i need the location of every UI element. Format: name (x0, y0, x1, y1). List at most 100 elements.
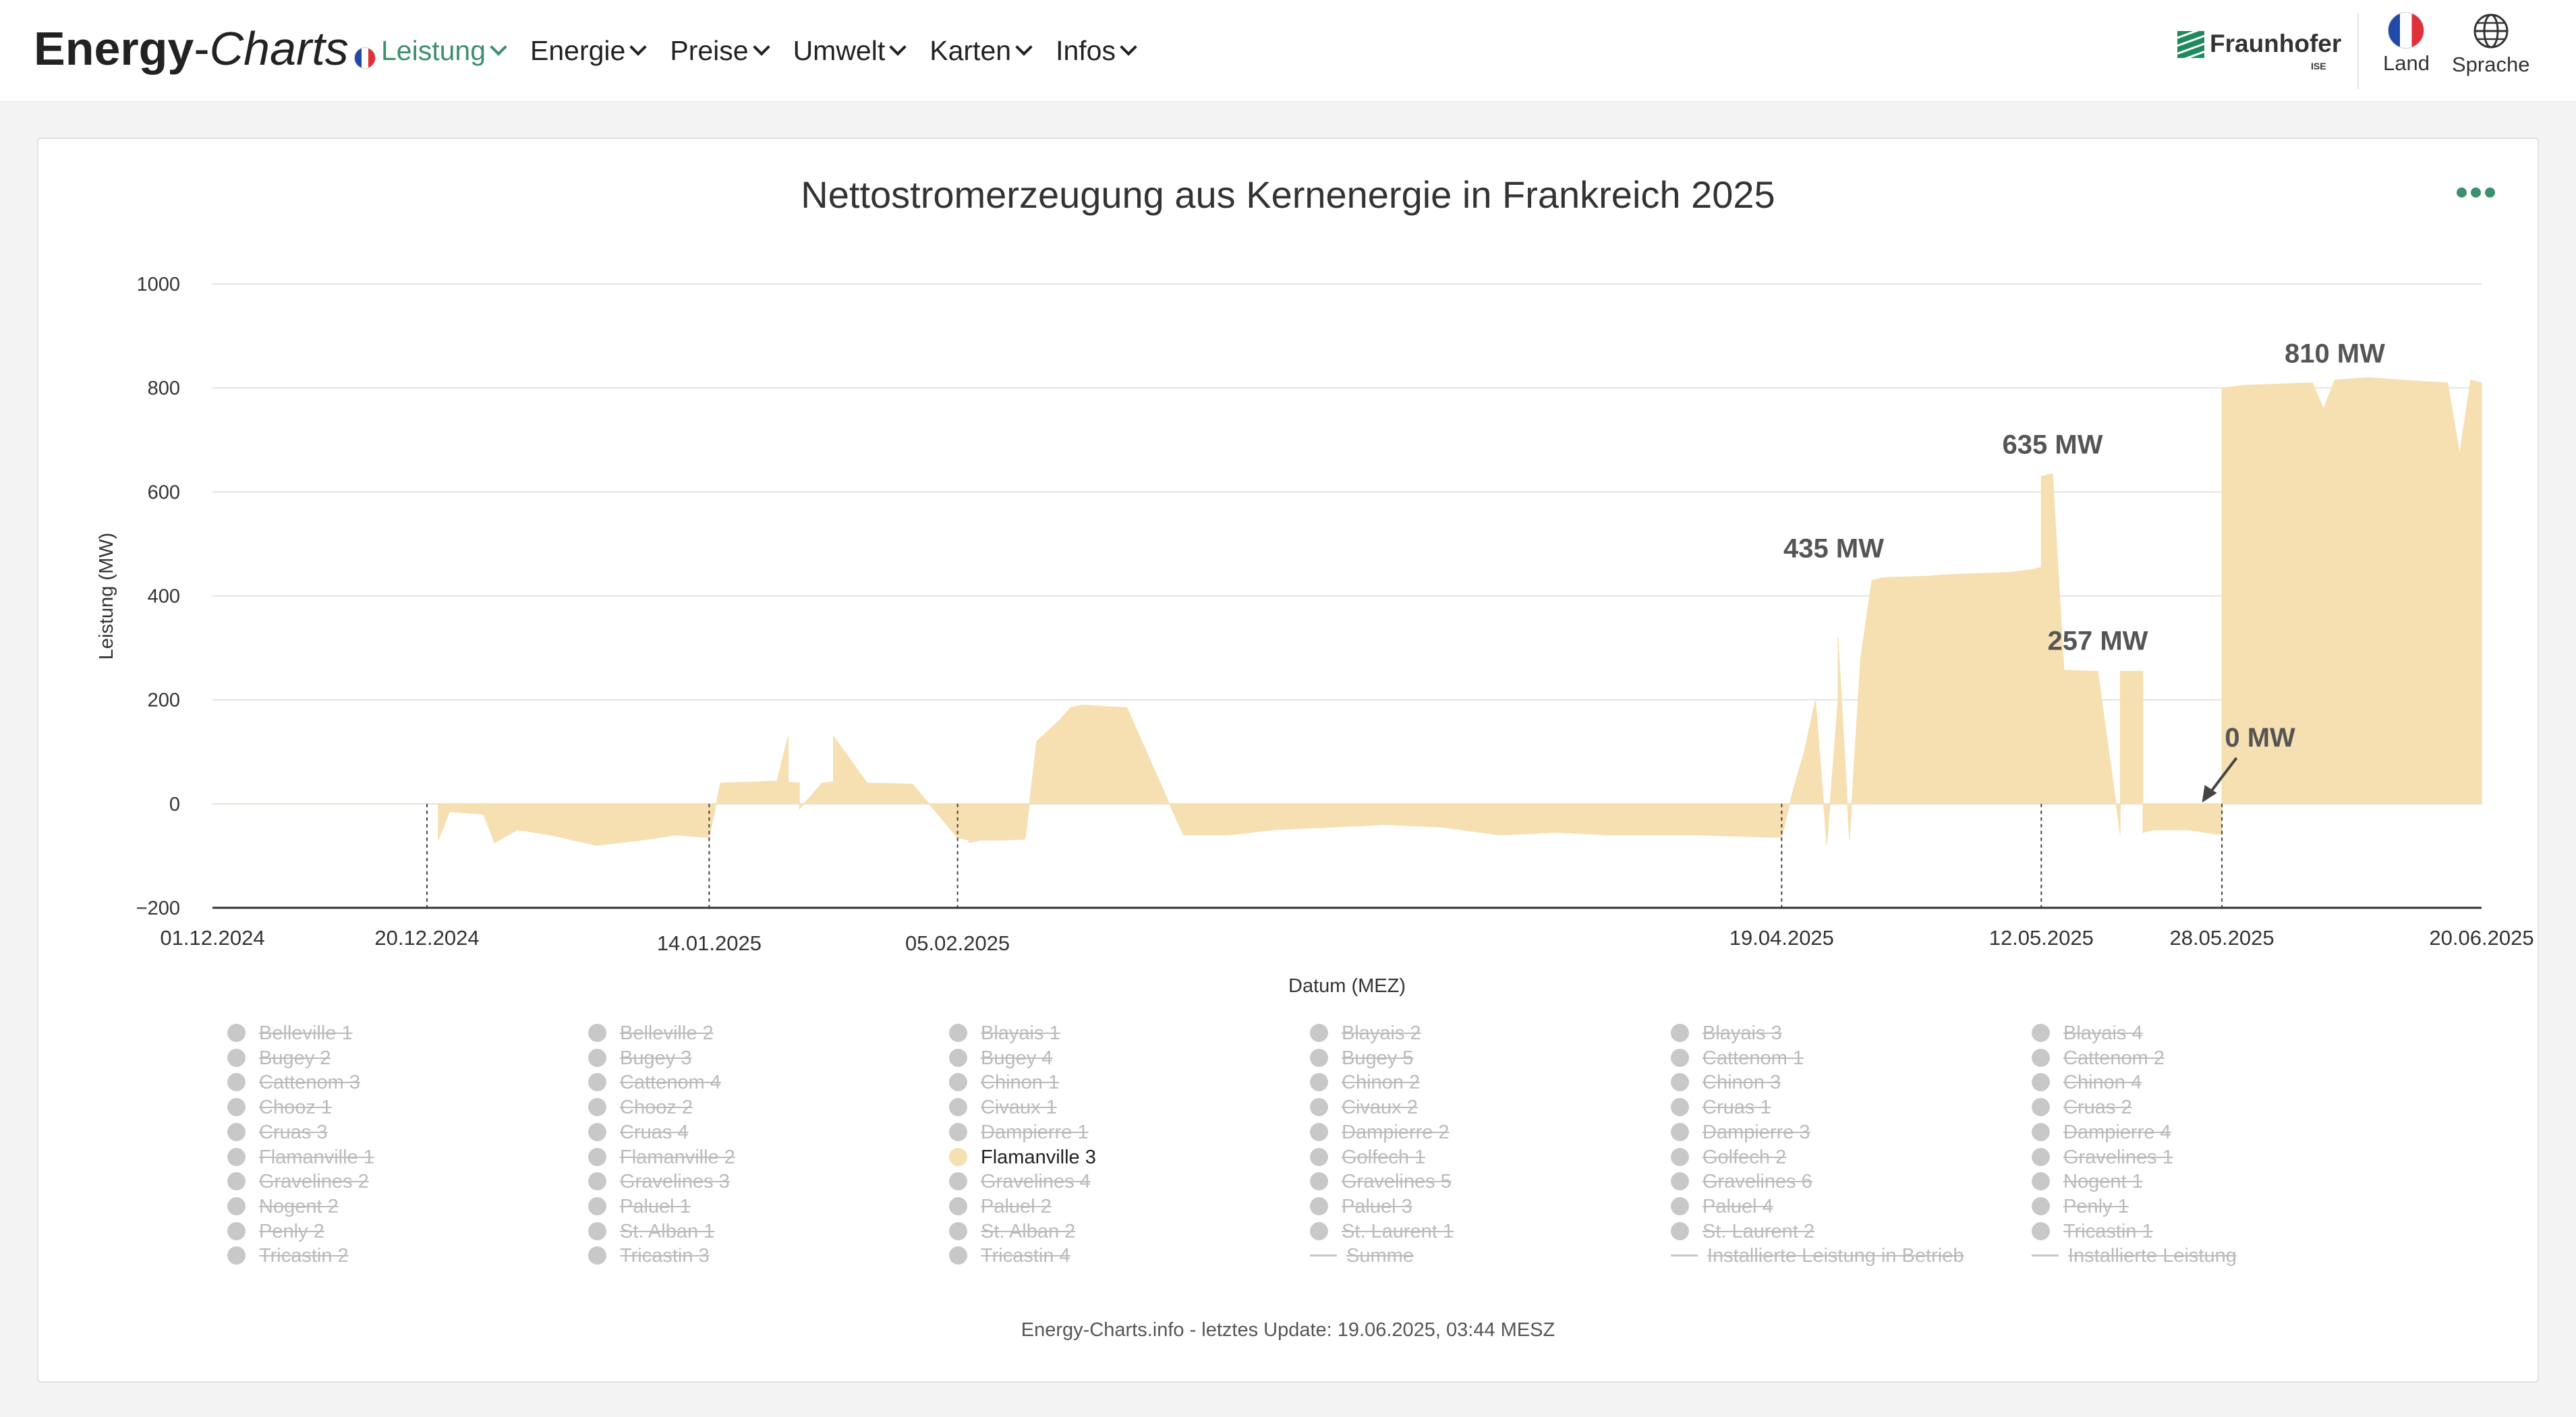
legend-item-label: Tricastin 2 (259, 1245, 349, 1267)
legend-item-label: Chinon 3 (1702, 1072, 1781, 1094)
legend-item[interactable]: Tricastin 4 (949, 1244, 1070, 1268)
legend-item[interactable]: Tricastin 2 (227, 1244, 349, 1268)
legend-item[interactable]: Golfech 1 (1310, 1145, 1425, 1169)
legend-item[interactable]: Cruas 2 (2032, 1095, 2132, 1120)
legend-item[interactable]: Cattenom 4 (588, 1070, 721, 1095)
globe-icon (2473, 13, 2509, 49)
legend-item[interactable]: Blayais 2 (1310, 1021, 1421, 1045)
legend-item[interactable]: Dampierre 4 (2032, 1120, 2171, 1145)
legend-item-label: Chinon 1 (981, 1072, 1060, 1094)
legend-item-label: St. Laurent 1 (1342, 1220, 1454, 1242)
fraunhofer-sub: ISE (2311, 61, 2326, 71)
site-logo[interactable]: Energy-Charts (34, 15, 376, 82)
legend-item[interactable]: Penly 2 (227, 1219, 324, 1244)
legend-dot-icon (227, 1172, 246, 1191)
legend-item[interactable]: Blayais 1 (949, 1021, 1060, 1045)
legend-item[interactable]: Golfech 2 (1671, 1145, 1786, 1169)
main-nav: Leistung Energie Preise Umwelt Karten In… (381, 27, 1160, 74)
legend-item[interactable]: St. Laurent 1 (1310, 1219, 1454, 1244)
legend-item[interactable]: Belleville 2 (588, 1021, 714, 1045)
nav-umwelt[interactable]: Umwelt (793, 27, 907, 74)
legend-item[interactable]: Tricastin 1 (2032, 1219, 2153, 1244)
legend-item[interactable]: Cruas 4 (588, 1120, 689, 1145)
legend-item[interactable]: St. Alban 1 (588, 1219, 714, 1244)
legend-dot-icon (949, 1246, 967, 1265)
legend-dot-icon (227, 1221, 246, 1240)
legend-item[interactable]: Chinon 4 (2032, 1070, 2142, 1095)
legend-item[interactable]: Dampierre 1 (949, 1120, 1089, 1145)
legend-item[interactable]: Bugey 5 (1310, 1046, 1413, 1070)
legend-item[interactable]: Paluel 1 (588, 1194, 691, 1219)
legend-item[interactable]: Paluel 2 (949, 1194, 1052, 1219)
legend-dot-icon (949, 1172, 967, 1191)
chart-menu-button[interactable] (2457, 187, 2499, 198)
legend-item[interactable]: Tricastin 3 (588, 1244, 710, 1268)
legend-item[interactable]: Flamanville 3 (949, 1145, 1096, 1169)
nav-leistung[interactable]: Leistung (381, 27, 507, 74)
legend-item-label: Gravelines 5 (1342, 1171, 1452, 1193)
legend-dot-icon (1671, 1073, 1689, 1092)
legend-item[interactable]: Gravelines 4 (949, 1169, 1091, 1194)
legend-item[interactable]: Chinon 3 (1671, 1070, 1781, 1095)
legend-item[interactable]: Nogent 1 (2032, 1169, 2143, 1194)
legend-item[interactable]: Paluel 4 (1671, 1194, 1773, 1219)
france-flag-icon (353, 47, 376, 69)
legend-item[interactable]: Blayais 3 (1671, 1021, 1782, 1045)
legend-item[interactable]: Chooz 1 (227, 1095, 332, 1120)
legend-item[interactable]: Belleville 1 (227, 1021, 353, 1045)
legend-item[interactable]: Penly 1 (2032, 1194, 2129, 1219)
legend-item[interactable]: Civaux 1 (949, 1095, 1057, 1120)
legend-dot-icon (949, 1196, 967, 1215)
legend-item[interactable]: Bugey 4 (949, 1046, 1052, 1070)
legend-item[interactable]: Chinon 1 (949, 1070, 1059, 1095)
legend-item-label: Tricastin 3 (620, 1245, 710, 1267)
legend-item[interactable]: Bugey 2 (227, 1046, 331, 1070)
legend-item[interactable]: Paluel 3 (1310, 1194, 1412, 1219)
language-selector[interactable]: Sprache (2452, 12, 2529, 77)
legend-item[interactable]: St. Alban 2 (949, 1219, 1075, 1244)
legend-item[interactable]: Summe (1310, 1244, 1414, 1268)
legend-dot-icon (588, 1172, 606, 1191)
legend-item[interactable]: Dampierre 3 (1671, 1120, 1810, 1145)
logo-energy: Energy (34, 22, 194, 75)
x-tick-label: 28.05.2025 (2169, 926, 2274, 950)
legend-item-label: Cruas 1 (1702, 1097, 1771, 1119)
legend-item[interactable]: Gravelines 6 (1671, 1169, 1812, 1194)
legend-item[interactable]: Gravelines 1 (2032, 1145, 2173, 1169)
legend-item[interactable]: Cruas 1 (1671, 1095, 1771, 1120)
nav-energie[interactable]: Energie (530, 27, 648, 74)
nav-infos[interactable]: Infos (1056, 27, 1137, 74)
logo-dash: - (194, 22, 210, 75)
legend-item[interactable]: Cattenom 3 (227, 1070, 360, 1095)
legend-item[interactable]: Gravelines 2 (227, 1169, 369, 1194)
legend-item[interactable]: Civaux 2 (1310, 1095, 1418, 1120)
legend-item[interactable]: Dampierre 2 (1310, 1120, 1450, 1145)
legend-dot-icon (588, 1024, 606, 1042)
legend-item[interactable]: Installierte Leistung in Betrieb (1671, 1244, 1964, 1268)
y-tick-label: −200 (136, 898, 180, 919)
legend-item[interactable]: Blayais 4 (2032, 1021, 2143, 1045)
legend-item[interactable]: Bugey 3 (588, 1046, 691, 1070)
legend-item[interactable]: Gravelines 5 (1310, 1169, 1452, 1194)
nav-preise[interactable]: Preise (670, 27, 770, 74)
legend-item[interactable]: Cattenom 1 (1671, 1046, 1804, 1070)
legend-dot-icon (227, 1048, 246, 1067)
country-selector[interactable]: Land (2383, 12, 2430, 76)
legend-item[interactable]: Flamanville 1 (227, 1145, 374, 1169)
fraunhofer-logo[interactable]: Fraunhofer ISE (2177, 26, 2341, 80)
legend-item-label: Flamanville 3 (981, 1146, 1096, 1168)
legend-dot-icon (588, 1122, 606, 1141)
nav-karten[interactable]: Karten (929, 27, 1033, 74)
legend-item[interactable]: St. Laurent 2 (1671, 1219, 1814, 1244)
y-tick-label: 1000 (136, 274, 180, 295)
legend-item[interactable]: Chinon 2 (1310, 1070, 1420, 1095)
legend-item[interactable]: Gravelines 3 (588, 1169, 730, 1194)
legend-item[interactable]: Cruas 3 (227, 1120, 328, 1145)
legend-dot-icon (1671, 1221, 1689, 1240)
legend-dot-icon (588, 1073, 606, 1092)
legend-item[interactable]: Installierte Leistung (2032, 1244, 2237, 1268)
legend-item[interactable]: Flamanville 2 (588, 1145, 735, 1169)
legend-item[interactable]: Cattenom 2 (2032, 1046, 2165, 1070)
legend-item[interactable]: Nogent 2 (227, 1194, 339, 1219)
legend-item[interactable]: Chooz 2 (588, 1095, 693, 1120)
